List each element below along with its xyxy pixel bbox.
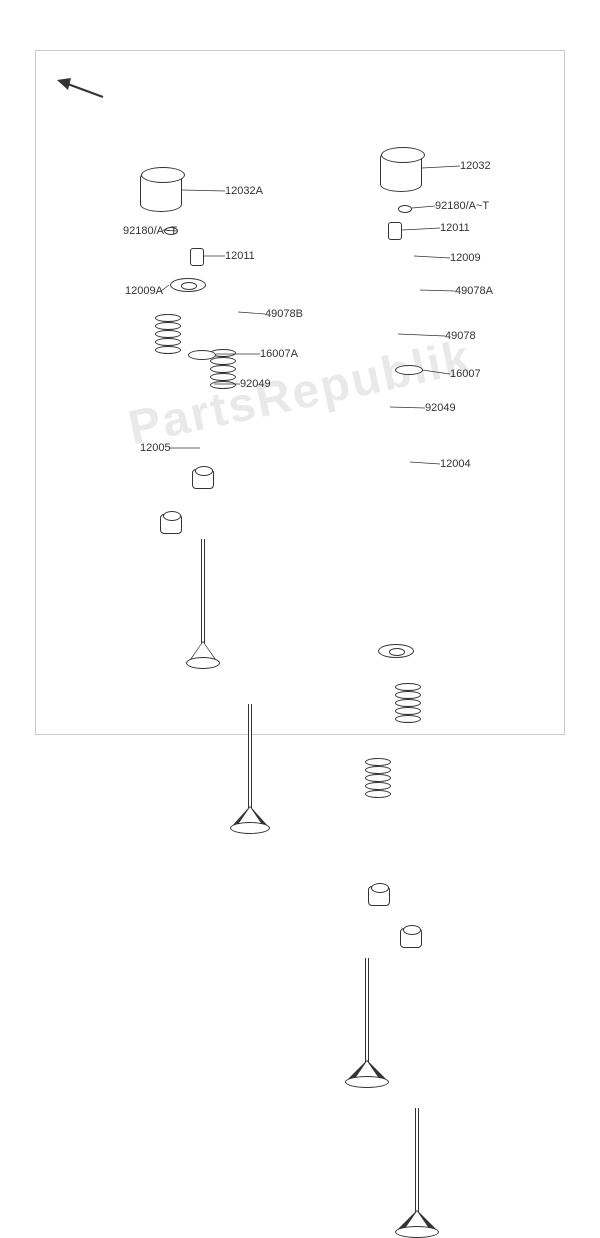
diagram-frame bbox=[35, 50, 565, 735]
part-valve-intake bbox=[345, 958, 389, 1088]
part-spring-inner-right bbox=[365, 758, 391, 798]
part-label: 92180/A~T bbox=[435, 200, 489, 212]
part-seal-right bbox=[368, 886, 390, 906]
part-spring-outer-right bbox=[395, 683, 421, 723]
part-label: 12009A bbox=[125, 285, 163, 297]
part-valve-intake2 bbox=[395, 1108, 439, 1238]
part-label: 49078B bbox=[265, 308, 303, 320]
part-label: 16007A bbox=[260, 348, 298, 360]
part-retainer-right bbox=[378, 644, 414, 658]
part-label: 12009 bbox=[450, 252, 481, 264]
part-label: 12011 bbox=[225, 250, 255, 262]
part-label: 16007 bbox=[450, 368, 481, 380]
part-label: 92180/A~T bbox=[123, 225, 177, 237]
part-seat-left bbox=[188, 350, 216, 360]
part-tappet-right bbox=[380, 150, 422, 192]
part-valve-exhaust bbox=[186, 539, 220, 669]
part-retainer-left bbox=[170, 278, 206, 292]
part-label: 12005 bbox=[140, 442, 171, 454]
part-collet-right bbox=[388, 222, 402, 240]
part-collet-left bbox=[190, 248, 204, 266]
part-seal-left bbox=[192, 469, 214, 489]
part-label: 12032 bbox=[460, 160, 491, 172]
part-tappet-left bbox=[140, 170, 182, 212]
part-label: 92049 bbox=[240, 378, 271, 390]
part-label: 12004 bbox=[440, 458, 471, 470]
part-label: 49078 bbox=[445, 330, 476, 342]
part-label: 92049 bbox=[425, 402, 456, 414]
part-spring-left bbox=[155, 314, 181, 354]
part-label: 12011 bbox=[440, 222, 470, 234]
part-seal-left2 bbox=[160, 514, 182, 534]
part-seat-right bbox=[395, 365, 423, 375]
part-seal-right2 bbox=[400, 928, 422, 948]
front-arrow-icon bbox=[55, 75, 105, 105]
part-valve-exhaust2 bbox=[230, 704, 270, 834]
part-shim-right bbox=[398, 205, 412, 213]
part-label: 12032A bbox=[225, 185, 263, 197]
part-label: 49078A bbox=[455, 285, 493, 297]
